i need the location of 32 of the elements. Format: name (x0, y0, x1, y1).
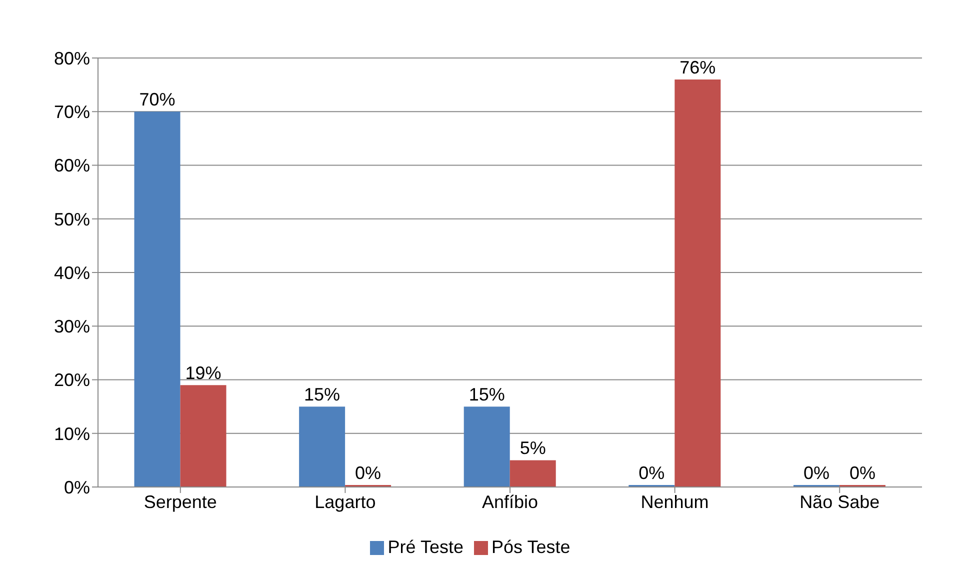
x-tick-label: Lagarto (314, 492, 376, 512)
y-tick-label: 60% (54, 156, 90, 176)
bar (510, 460, 556, 487)
data-label: 0% (638, 463, 665, 483)
y-tick-label: 70% (54, 102, 90, 122)
data-label: 5% (520, 438, 546, 458)
data-label: 19% (185, 363, 222, 384)
y-tick-label: 20% (54, 370, 90, 390)
data-label: 15% (468, 384, 505, 405)
y-tick-label: 30% (54, 316, 90, 337)
data-label: 70% (139, 90, 176, 110)
bar (134, 112, 180, 487)
bar (299, 406, 346, 487)
x-tick-label: Anfíbio (482, 492, 538, 512)
data-label: 76% (680, 57, 716, 78)
y-tick-label: 40% (54, 262, 90, 283)
legend-label: Pré Teste (388, 537, 464, 557)
data-label: 0% (355, 463, 382, 483)
bar (674, 79, 721, 487)
y-tick-label: 50% (54, 209, 90, 230)
legend-label: Pós Teste (492, 537, 570, 557)
x-tick-label: Não Sabe (800, 492, 880, 512)
x-tick-label: Nenhum (640, 492, 709, 512)
data-label: 0% (803, 463, 830, 483)
bar (180, 385, 226, 487)
data-label: 15% (304, 384, 340, 405)
y-tick-label: 10% (54, 424, 90, 444)
data-label: 0% (849, 463, 876, 483)
y-tick-label: 0% (64, 477, 90, 498)
bar (464, 406, 510, 487)
x-tick-label: Serpente (144, 492, 217, 512)
y-tick-label: 80% (54, 48, 90, 68)
